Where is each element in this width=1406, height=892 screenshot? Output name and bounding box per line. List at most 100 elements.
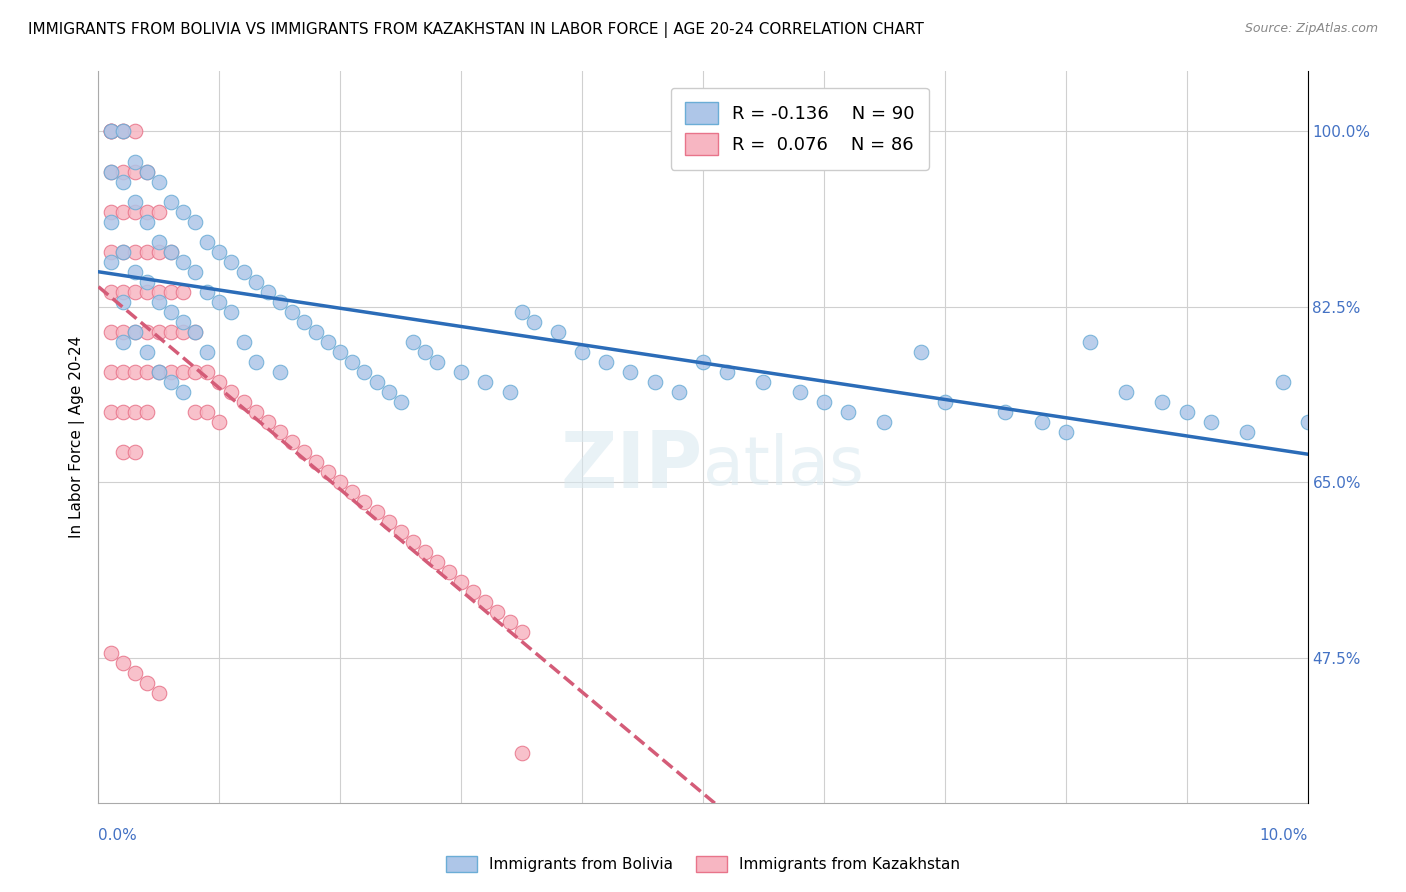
Point [571, 345, 593, 359]
Point [498, 615, 520, 630]
Point [256, 285, 278, 299]
Point [100, 204, 122, 219]
Point [160, 305, 183, 319]
Point [148, 235, 170, 249]
Point [644, 375, 666, 389]
Point [148, 175, 170, 189]
Point [111, 405, 134, 419]
Point [184, 365, 207, 379]
Point [100, 254, 122, 268]
Point [232, 265, 254, 279]
Point [474, 375, 496, 389]
Point [100, 646, 122, 660]
Point [160, 365, 183, 379]
Point [100, 124, 122, 138]
Point [281, 305, 304, 319]
Point [124, 124, 146, 138]
Point [124, 365, 146, 379]
Point [160, 375, 183, 389]
Point [402, 334, 425, 349]
Point [305, 455, 328, 469]
Point [353, 495, 375, 509]
Point [172, 285, 194, 299]
Point [124, 285, 146, 299]
Point [498, 384, 520, 399]
Point [377, 515, 399, 529]
Point [124, 194, 146, 209]
Point [195, 345, 218, 359]
Text: atlas: atlas [703, 434, 863, 500]
Point [135, 675, 157, 690]
Point [910, 345, 932, 359]
Point [389, 395, 412, 409]
Point [135, 405, 157, 419]
Point [1296, 415, 1319, 429]
Point [366, 375, 388, 389]
Point [135, 365, 157, 379]
Point [1272, 375, 1295, 389]
Point [124, 164, 146, 178]
Point [837, 405, 859, 419]
Point [111, 325, 134, 339]
Point [172, 384, 194, 399]
Point [1054, 425, 1077, 439]
Point [208, 375, 231, 389]
Point [160, 244, 183, 259]
Point [269, 425, 291, 439]
Point [547, 325, 569, 339]
Point [716, 365, 738, 379]
Point [195, 285, 218, 299]
Point [100, 164, 122, 178]
Point [184, 214, 207, 228]
Point [413, 345, 436, 359]
Point [148, 244, 170, 259]
Point [184, 325, 207, 339]
Y-axis label: In Labor Force | Age 20-24: In Labor Force | Age 20-24 [69, 336, 86, 538]
Point [426, 555, 449, 569]
Point [1031, 415, 1053, 429]
Point [111, 285, 134, 299]
Text: ZIP: ZIP [561, 428, 703, 504]
Point [124, 204, 146, 219]
Point [148, 685, 170, 699]
Point [813, 395, 835, 409]
Point [111, 204, 134, 219]
Point [389, 525, 412, 540]
Point [245, 355, 267, 369]
Point [148, 294, 170, 309]
Point [100, 325, 122, 339]
Point [256, 415, 278, 429]
Point [232, 334, 254, 349]
Point [1115, 384, 1137, 399]
Point [413, 545, 436, 559]
Point [100, 244, 122, 259]
Point [342, 485, 364, 500]
Point [595, 355, 617, 369]
Point [245, 405, 267, 419]
Point [510, 625, 533, 640]
Point [184, 325, 207, 339]
Point [1236, 425, 1258, 439]
Point [195, 365, 218, 379]
Point [111, 124, 134, 138]
Point [100, 124, 122, 138]
Point [160, 325, 183, 339]
Point [172, 254, 194, 268]
Point [135, 164, 157, 178]
Point [510, 305, 533, 319]
Point [450, 365, 472, 379]
Point [100, 285, 122, 299]
Point [124, 265, 146, 279]
Point [172, 365, 194, 379]
Point [148, 285, 170, 299]
Point [135, 214, 157, 228]
Point [111, 656, 134, 670]
Point [172, 315, 194, 329]
Legend: Immigrants from Bolivia, Immigrants from Kazakhstan: Immigrants from Bolivia, Immigrants from… [439, 848, 967, 880]
Text: IMMIGRANTS FROM BOLIVIA VS IMMIGRANTS FROM KAZAKHSTAN IN LABOR FORCE | AGE 20-24: IMMIGRANTS FROM BOLIVIA VS IMMIGRANTS FR… [28, 22, 924, 38]
Point [269, 294, 291, 309]
Point [148, 204, 170, 219]
Point [1152, 395, 1174, 409]
Point [111, 244, 134, 259]
Point [426, 355, 449, 369]
